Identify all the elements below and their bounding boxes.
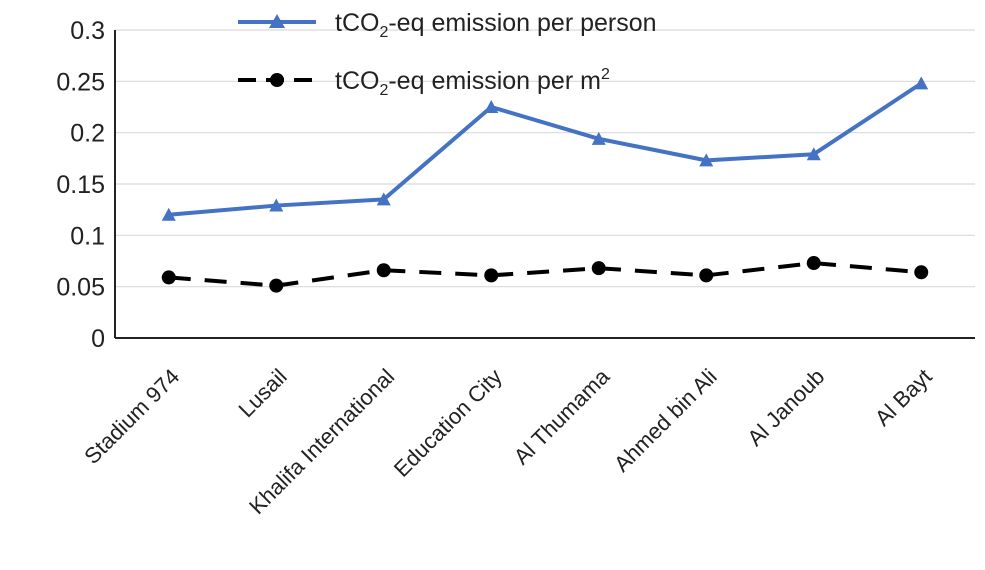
legend-item-2: tCO2-eq emission per m2	[238, 66, 610, 99]
gridlines	[115, 29, 975, 288]
x-tick-label: Lusail	[233, 364, 291, 422]
data-point	[806, 256, 821, 271]
legend-text-part: -eq emission per person	[388, 9, 656, 37]
y-tick-labels: 0 0.05 0.1 0.15 0.2 0.25 0.3	[56, 17, 105, 353]
axes	[114, 30, 975, 339]
y-tick-label: 0.3	[70, 17, 105, 45]
legend-item-1: tCO2-eq emission per person	[238, 9, 657, 41]
data-point	[376, 263, 391, 278]
x-tick-label: Al Thumama	[509, 363, 615, 469]
series-2	[161, 256, 929, 293]
data-point	[806, 147, 821, 161]
x-tick-label: Ahmed bin Ali	[609, 364, 722, 477]
data-point	[269, 198, 284, 212]
legend-text-part: tCO	[335, 9, 379, 37]
y-tick-label: 0.25	[56, 68, 105, 96]
x-tick-label: Education City	[389, 364, 507, 482]
legend-label: tCO2-eq emission per person	[335, 9, 657, 41]
superscript: 2	[601, 66, 610, 83]
data-point	[376, 192, 391, 206]
x-tick-label: Al Janoub	[742, 364, 829, 451]
series-group	[161, 76, 929, 293]
data-point	[484, 268, 499, 283]
series-1	[161, 76, 929, 221]
data-point	[591, 131, 606, 145]
legend-label: tCO2-eq emission per m2	[335, 66, 610, 99]
data-point	[914, 76, 929, 90]
y-tick-label: 0.1	[70, 222, 105, 250]
y-tick-label: 0.2	[70, 120, 105, 148]
data-point	[161, 207, 176, 221]
data-point	[484, 100, 499, 113]
data-point	[914, 265, 929, 280]
x-tick-label: Al Bayt	[870, 364, 937, 431]
y-tick-label: 0	[91, 325, 105, 353]
subscript: 2	[379, 24, 388, 41]
legend-text-part: -eq emission per m	[388, 67, 601, 95]
x-tick-label: Stadium 974	[79, 364, 184, 469]
y-tick-label: 0.05	[56, 274, 105, 302]
y-tick-label: 0.15	[56, 171, 105, 199]
data-point	[699, 153, 714, 167]
data-point	[591, 261, 606, 276]
legend-marker	[269, 14, 285, 28]
data-point	[161, 270, 176, 285]
data-point	[269, 278, 284, 293]
series-line	[168, 261, 922, 288]
series-line	[168, 81, 923, 217]
data-point	[699, 268, 714, 283]
legend-marker	[270, 73, 284, 87]
subscript: 2	[379, 82, 388, 99]
legend-text-part: tCO	[335, 67, 379, 95]
